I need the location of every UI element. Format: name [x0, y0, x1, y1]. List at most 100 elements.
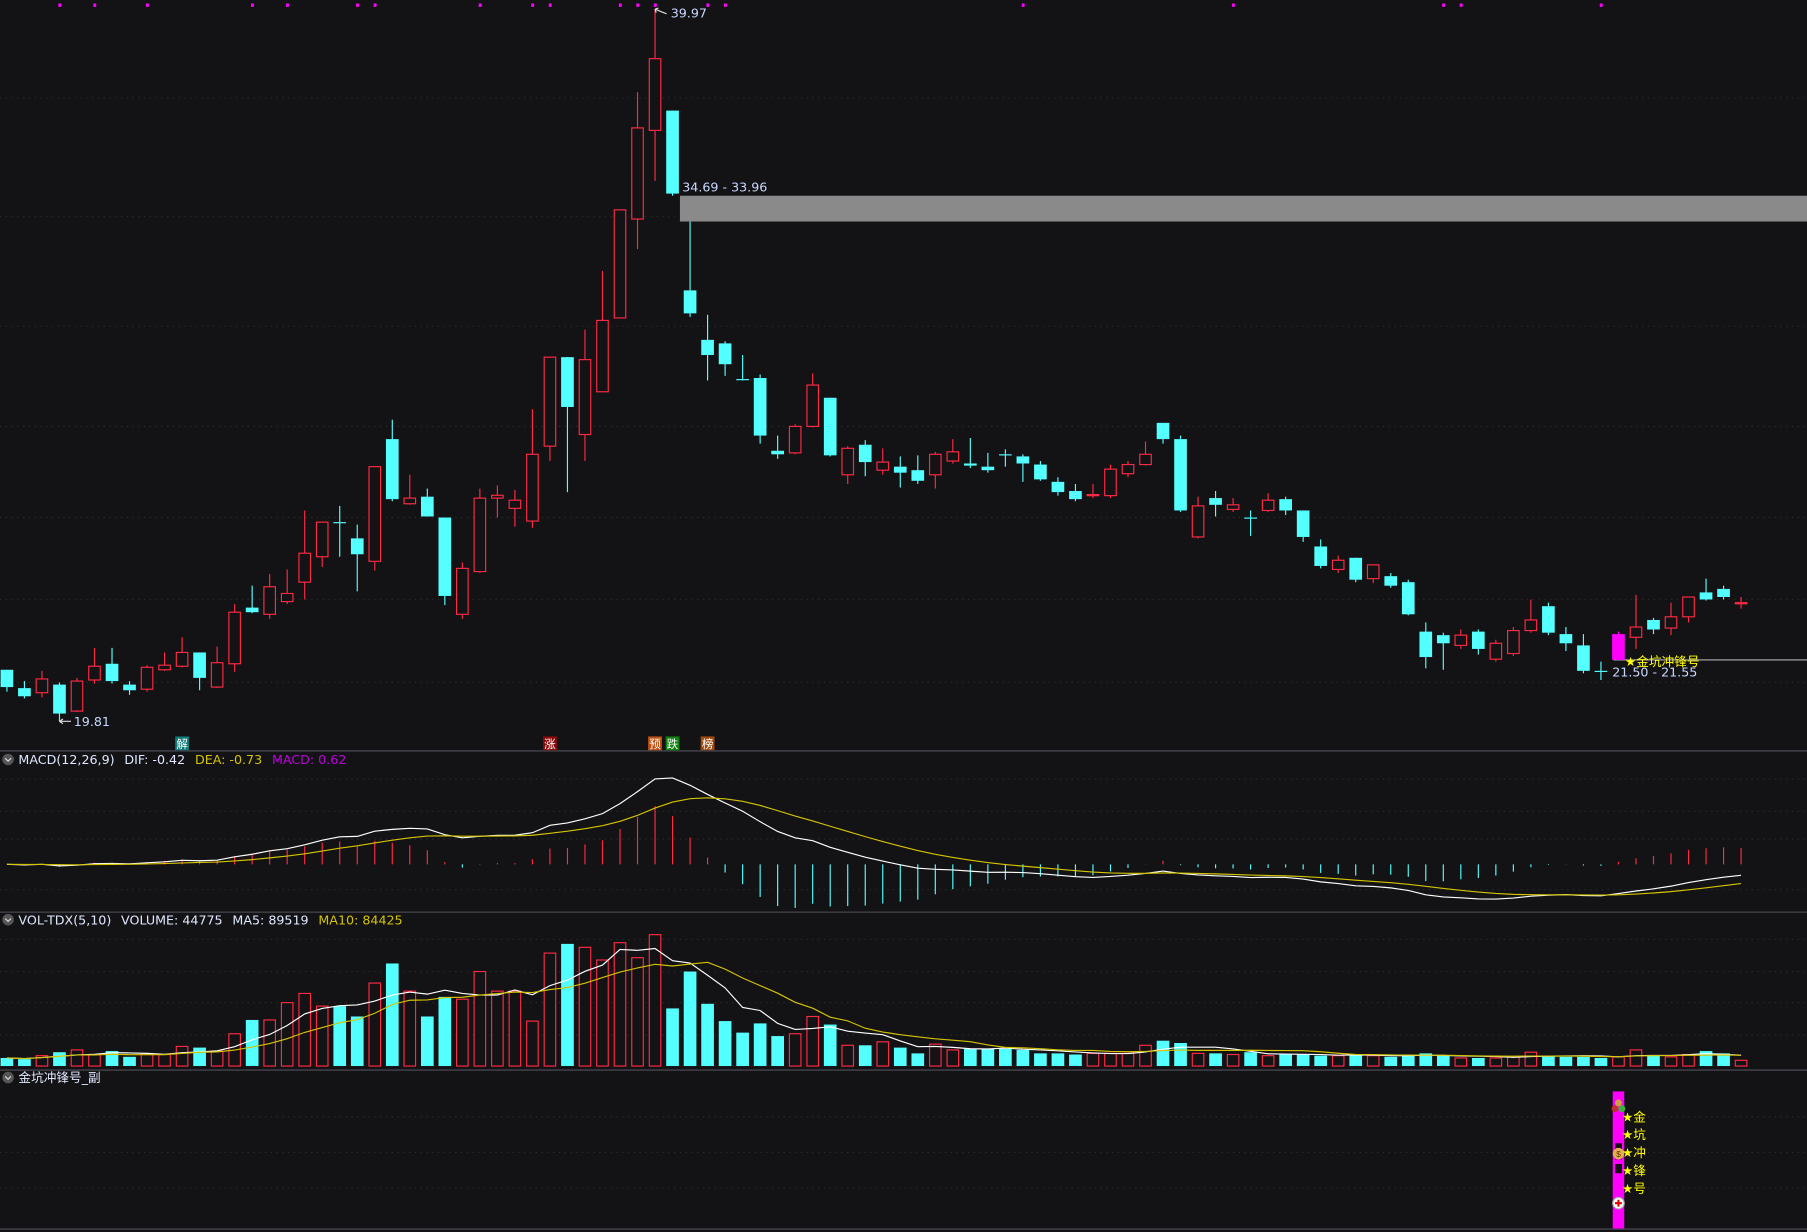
gold-ball-icon	[1615, 1099, 1622, 1107]
signal-dot	[1599, 3, 1603, 7]
signal-panel-name: 金坑冲锋号_副	[18, 1070, 100, 1085]
volume-bar	[403, 990, 417, 1067]
volume-bar	[911, 1053, 925, 1067]
candle	[1577, 634, 1590, 674]
volume-bar	[53, 1052, 66, 1067]
candle-body	[35, 678, 49, 694]
chevron-down-icon[interactable]	[2, 1071, 14, 1084]
candle	[53, 682, 66, 722]
candle-body	[420, 496, 434, 517]
volume-bar	[648, 934, 662, 1067]
candle-body	[508, 499, 522, 509]
candle-body	[701, 339, 714, 356]
volume-indicator	[0, 934, 1748, 1067]
volume-bar	[88, 1053, 101, 1067]
candle	[508, 489, 522, 527]
event-marker[interactable]: 跌	[665, 736, 680, 751]
volume-bar	[1524, 1051, 1538, 1067]
volume-bar	[473, 970, 487, 1067]
high-price-label: 39.97	[671, 5, 707, 20]
chevron-down-icon[interactable]	[2, 753, 14, 766]
candle-body	[1629, 626, 1643, 638]
candle	[1296, 510, 1310, 542]
macd-dif: DIF: -0.42	[124, 752, 185, 767]
event-marker[interactable]: 榜	[700, 736, 715, 751]
low-price-label: 19.81	[74, 714, 110, 729]
candle	[70, 677, 84, 713]
candle	[1261, 493, 1275, 512]
candle	[0, 669, 14, 692]
volume-bar	[368, 982, 382, 1067]
candle	[596, 270, 609, 393]
candle	[1034, 461, 1047, 481]
volume-bar	[1139, 1044, 1152, 1067]
event-marker[interactable]: 解	[175, 736, 189, 751]
signal-dot	[373, 3, 377, 7]
volume-bar	[438, 996, 452, 1067]
candle-body	[666, 110, 679, 194]
volume-bar	[1454, 1057, 1468, 1067]
candle-body	[1296, 510, 1310, 537]
candle-body	[1612, 634, 1625, 660]
candle-body	[210, 662, 224, 688]
macd-indicator	[6, 777, 1742, 908]
panel-separators	[0, 749, 1807, 1230]
candle-body	[1034, 464, 1047, 480]
macd-panel-header: MACD(12,26,9) DIF: -0.42 DEA: -0.73 MACD…	[2, 752, 346, 767]
candle-body	[70, 680, 84, 712]
volume-bar	[1717, 1053, 1730, 1067]
event-markers[interactable]: 解 涨 预跌 榜	[175, 736, 715, 751]
volume-bar	[1436, 1055, 1450, 1067]
candle-body	[683, 290, 697, 314]
money-bag-icon	[1612, 1147, 1625, 1160]
candle-body	[631, 127, 644, 220]
event-marker[interactable]: 涨	[543, 736, 557, 751]
signal-dot	[1459, 3, 1463, 7]
chevron-down-icon[interactable]	[2, 913, 14, 926]
candle	[543, 356, 557, 462]
candle	[1174, 435, 1187, 512]
candle-body	[1331, 559, 1345, 571]
candle	[1051, 477, 1065, 496]
volume-bar	[1034, 1053, 1047, 1067]
candle	[210, 646, 224, 689]
candle-body	[911, 470, 925, 481]
event-marker-text: 预	[649, 737, 661, 751]
candle-body	[1261, 499, 1275, 512]
candle	[1104, 464, 1117, 499]
candle	[245, 585, 259, 614]
candle-body	[491, 494, 504, 499]
volume-bar	[1401, 1055, 1415, 1067]
candle	[1226, 498, 1240, 512]
candle-body	[946, 451, 960, 462]
volume-bar	[491, 990, 504, 1067]
volume-bar	[420, 1016, 434, 1067]
candle-body	[456, 567, 469, 615]
candle	[228, 604, 241, 672]
candle	[1401, 579, 1415, 616]
candle-body	[53, 684, 66, 714]
candle-body	[1542, 606, 1555, 633]
volume-bar	[508, 990, 522, 1067]
vol-panel-header: VOL-TDX(5,10) VOLUME: 44775 MA5: 89519 M…	[2, 912, 403, 927]
event-marker[interactable]: 预	[648, 736, 662, 751]
candlestick-series[interactable]	[0, 9, 1748, 722]
candle-body	[1559, 634, 1573, 644]
candle-body	[1471, 631, 1485, 649]
candle	[1419, 622, 1433, 669]
volume-bar	[753, 1023, 767, 1067]
candle	[771, 435, 784, 459]
volume-bar	[210, 1050, 224, 1067]
candle-body	[1699, 592, 1713, 600]
volume-bar	[981, 1048, 995, 1067]
volume-bar	[1629, 1049, 1643, 1067]
candle	[1542, 602, 1555, 636]
volume-bar	[1542, 1055, 1555, 1067]
volume-bar	[1594, 1057, 1608, 1067]
candle	[526, 409, 539, 528]
volume-bar	[280, 1002, 294, 1067]
signal-dot	[1442, 3, 1446, 7]
signal-char-label: ★号	[1622, 1181, 1646, 1196]
price-gaps	[679, 195, 1807, 661]
